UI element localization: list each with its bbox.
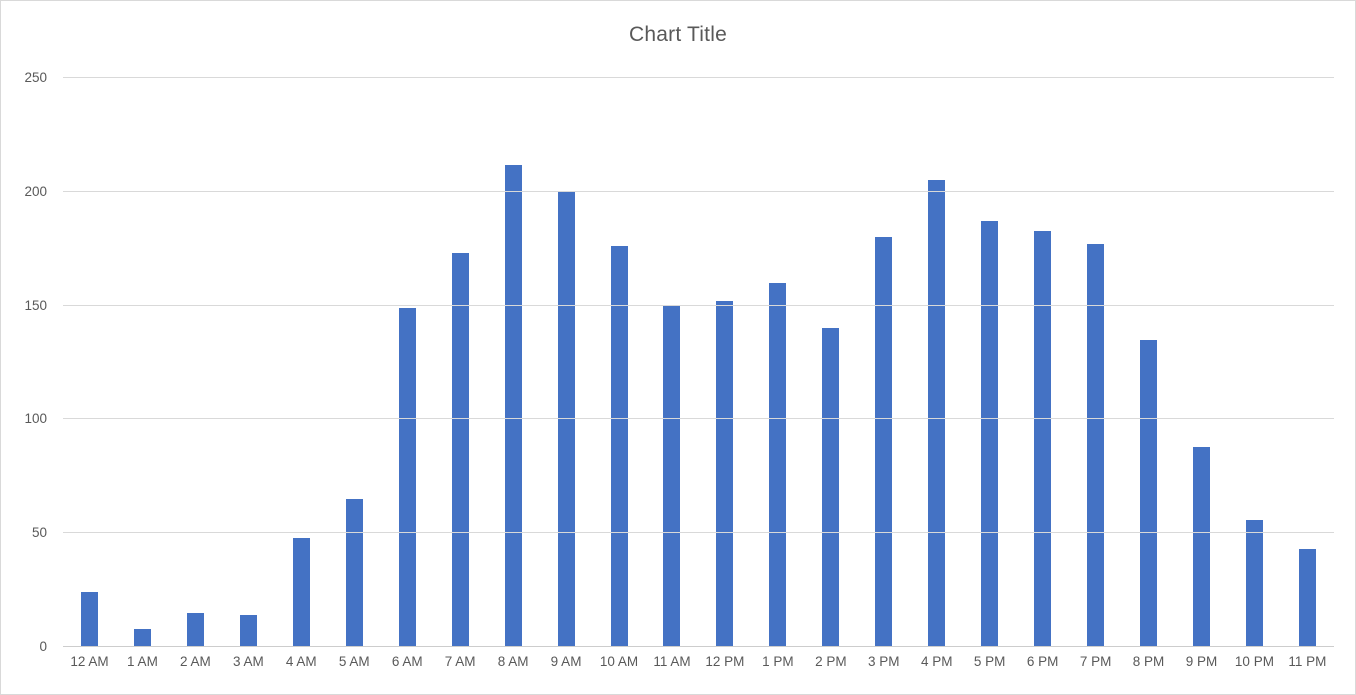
bar-slot bbox=[857, 78, 910, 647]
bar-4-pm[interactable] bbox=[928, 180, 946, 647]
y-axis-tick-label: 250 bbox=[24, 70, 47, 85]
bar-6-pm[interactable] bbox=[1034, 230, 1052, 647]
bar-5-am[interactable] bbox=[345, 499, 363, 647]
plot-area bbox=[63, 77, 1334, 647]
bar-7-am[interactable] bbox=[451, 253, 469, 647]
bar-2-pm[interactable] bbox=[822, 328, 840, 647]
bar-slot bbox=[1281, 78, 1334, 647]
x-axis-category-label: 3 PM bbox=[868, 654, 900, 669]
bar-slot bbox=[593, 78, 646, 647]
bar-12-pm[interactable] bbox=[716, 301, 734, 647]
x-axis-category-label: 10 PM bbox=[1234, 654, 1274, 669]
x-axis-category-label: 5 AM bbox=[338, 654, 370, 669]
x-axis-category-label: 6 PM bbox=[1026, 654, 1059, 669]
bar-9-pm[interactable] bbox=[1192, 446, 1210, 647]
bar-slot bbox=[645, 78, 698, 647]
bar-slot bbox=[1016, 78, 1069, 647]
bar-slot bbox=[116, 78, 169, 647]
x-axis-category-label: 2 PM bbox=[815, 654, 847, 669]
bar-slot bbox=[169, 78, 222, 647]
bar-2-am[interactable] bbox=[186, 612, 204, 647]
x-axis-category-label: 1 PM bbox=[762, 654, 794, 669]
bar-slot bbox=[328, 78, 381, 647]
x-axis-category-label: 12 PM bbox=[705, 654, 745, 669]
bar-slot bbox=[275, 78, 328, 647]
bar-3-pm[interactable] bbox=[875, 237, 893, 647]
x-axis: 12 AM 1 AM 2 AM 3 AM 4 AM 5 AM 6 AM 7 AM 8 AM 9 A… bbox=[63, 654, 1334, 670]
x-axis-category-label: 6 AM bbox=[391, 654, 423, 669]
x-axis-line bbox=[63, 646, 1334, 647]
x-axis-category-label: 11 AM bbox=[653, 654, 691, 669]
bar-6-am[interactable] bbox=[398, 307, 416, 647]
x-axis-category-label: 7 AM bbox=[444, 654, 476, 669]
bar-12-am[interactable] bbox=[80, 592, 98, 647]
bar-series bbox=[63, 78, 1334, 647]
bar-slot bbox=[434, 78, 487, 647]
bar-slot bbox=[222, 78, 275, 647]
x-axis-category-label: 9 AM bbox=[550, 654, 582, 669]
bar-slot bbox=[751, 78, 804, 647]
gridline bbox=[63, 190, 1334, 192]
bar-slot bbox=[910, 78, 963, 647]
bar-slot bbox=[381, 78, 434, 647]
bar-slot bbox=[698, 78, 751, 647]
x-axis-category-label: 8 AM bbox=[497, 654, 529, 669]
x-axis-category-label: 4 AM bbox=[285, 654, 317, 669]
y-axis-tick-label: 50 bbox=[31, 525, 47, 541]
bar-10-am[interactable] bbox=[610, 246, 628, 647]
bar-slot bbox=[487, 78, 540, 647]
bar-slot bbox=[540, 78, 593, 647]
x-axis-category-label: 11 PM bbox=[1288, 654, 1327, 669]
bar-3-am[interactable] bbox=[239, 615, 257, 647]
gridline bbox=[63, 532, 1334, 534]
y-axis-tick-label: 150 bbox=[24, 297, 47, 313]
bar-7-pm[interactable] bbox=[1087, 244, 1105, 647]
x-axis-category-label: 5 PM bbox=[973, 654, 1006, 669]
x-axis-category-label: 7 PM bbox=[1079, 654, 1112, 669]
bar-slot bbox=[63, 78, 116, 647]
bar-5-pm[interactable] bbox=[981, 221, 999, 647]
gridline bbox=[63, 304, 1334, 306]
bar-slot bbox=[1175, 78, 1228, 647]
bar-slot bbox=[1122, 78, 1175, 647]
y-axis-tick-label: 200 bbox=[24, 183, 47, 199]
bar-slot bbox=[963, 78, 1016, 647]
bar-slot bbox=[1228, 78, 1281, 647]
bar-slot bbox=[804, 78, 857, 647]
bar-slot bbox=[1069, 78, 1122, 647]
bar-10-pm[interactable] bbox=[1245, 519, 1263, 647]
bar-9-am[interactable] bbox=[557, 191, 575, 647]
y-axis-tick-label: 100 bbox=[24, 411, 47, 427]
x-axis-category-label: 2 AM bbox=[180, 654, 211, 669]
bar-8-am[interactable] bbox=[504, 164, 522, 647]
x-axis-category-label: 8 PM bbox=[1132, 654, 1165, 669]
x-axis-category-label: 9 PM bbox=[1185, 654, 1218, 669]
x-axis-category-label: 3 AM bbox=[232, 654, 264, 669]
x-axis-category-label: 4 PM bbox=[920, 654, 953, 669]
x-axis-category-label: 10 AM bbox=[599, 654, 639, 669]
gridline bbox=[63, 77, 1334, 78]
bar-11-pm[interactable] bbox=[1298, 549, 1316, 647]
x-axis-category-label: 12 AM bbox=[70, 654, 109, 669]
gridline bbox=[63, 418, 1334, 420]
chart-title[interactable]: Chart Title bbox=[629, 23, 727, 46]
bar-4-am[interactable] bbox=[292, 537, 310, 647]
bar-8-pm[interactable] bbox=[1140, 339, 1158, 647]
x-axis-category-label: 1 AM bbox=[127, 654, 158, 669]
bar-11-am[interactable] bbox=[663, 305, 681, 647]
bar-1-am[interactable] bbox=[133, 628, 151, 647]
bar-1-pm[interactable] bbox=[769, 282, 787, 647]
y-axis: 0 50 100 150 200 250 bbox=[1, 70, 47, 654]
y-axis-tick-label: 0 bbox=[39, 639, 47, 654]
